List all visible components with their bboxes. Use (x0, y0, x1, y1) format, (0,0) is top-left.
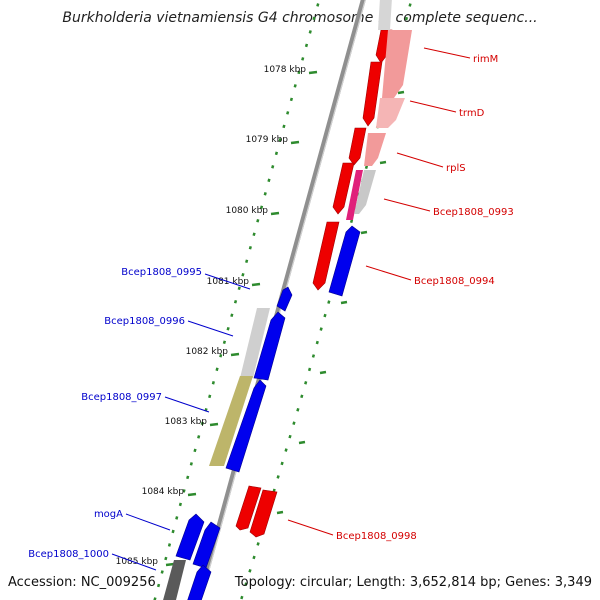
tick-label: 1079 kbp (246, 135, 289, 145)
cds-Bcep1808_0994[interactable] (312, 221, 340, 291)
accession-text: Accession: NC_009256 (8, 575, 156, 590)
gene-label-Bcep1808_0994[interactable]: Bcep1808_0994 (414, 276, 495, 287)
gene-misc-magenta (346, 170, 363, 220)
gene-label-rimM[interactable]: rimM (473, 54, 498, 65)
leader-Bcep1808_0993 (383, 198, 431, 212)
gene-label-Bcep1808_0998[interactable]: Bcep1808_0998 (336, 531, 417, 542)
tick-label: 1078 kbp (264, 65, 307, 75)
gene-Bcep1808_0997[interactable] (209, 376, 253, 466)
gene-label-trmD[interactable]: trmD (459, 108, 485, 119)
gene-label-Bcep1808_0993[interactable]: Bcep1808_0993 (433, 207, 514, 218)
cds-trmD[interactable] (362, 61, 383, 127)
tick-label: 1083 kbp (165, 417, 208, 427)
gene-trmD[interactable] (376, 98, 405, 128)
gene-rplS[interactable] (364, 133, 386, 166)
cds-mogA[interactable] (175, 513, 205, 561)
cds-Bcep1808_1000[interactable] (187, 564, 212, 600)
cds-Bcep1808_0998b[interactable] (249, 489, 278, 538)
forward-cds-track (235, 29, 393, 538)
leader-trmD (409, 100, 457, 113)
leader-rimM (423, 47, 471, 59)
gene-grey-top (378, 0, 392, 30)
leader-Bcep1808_0998 (287, 519, 334, 536)
tick-label: 1085 kbp (116, 557, 159, 567)
inner-guide-track (153, 0, 321, 600)
gene-label-Bcep1808_1000[interactable]: Bcep1808_1000 (28, 549, 109, 560)
leader-Bcep1808_0994 (365, 265, 412, 281)
tick-label: 1080 kbp (226, 206, 269, 216)
leader-Bcep1808_0995 (204, 273, 251, 290)
leader-rplS (396, 152, 444, 168)
map-title: Burkholderia vietnamiensis G4 chromosome… (62, 10, 538, 26)
tick-marks (165, 70, 405, 567)
forward-gene-track (346, 30, 412, 220)
gene-label-rplS[interactable]: rplS (446, 163, 466, 174)
leader-Bcep1808_0997 (164, 396, 210, 413)
gene-label-mogA[interactable]: mogA (94, 509, 123, 520)
cds-Bcep1808_0994-blue[interactable] (328, 225, 361, 297)
tick-label: 1084 kbp (142, 487, 185, 497)
gene-label-Bcep1808_0995[interactable]: Bcep1808_0995 (121, 267, 202, 278)
cds-Bcep1808_0995[interactable] (276, 286, 293, 312)
leader-Bcep1808_0996 (187, 320, 234, 337)
cds-Bcep1808_0996[interactable] (253, 311, 286, 381)
gene-misc-grey (354, 170, 376, 214)
reverse-gene-track (162, 308, 270, 600)
tick-label: 1082 kbp (186, 347, 229, 357)
leader-mogA (125, 513, 171, 531)
gene-label-Bcep1808_0997[interactable]: Bcep1808_0997 (81, 392, 162, 403)
gene-Bcep1808_0996[interactable] (240, 308, 270, 378)
topology-summary: Topology: circular; Length: 3,652,814 bp… (234, 575, 592, 590)
leader-Bcep1808_1000 (111, 553, 157, 571)
gene-Bcep1808_1000[interactable] (162, 560, 186, 600)
cds-rplS[interactable] (348, 127, 367, 166)
cds-Bcep1808_0998[interactable] (235, 485, 262, 531)
cds-Bcep1808_0997[interactable] (225, 379, 267, 473)
gene-label-Bcep1808_0996[interactable]: Bcep1808_0996 (104, 316, 185, 327)
cds-Bcep1808_0993[interactable] (332, 162, 355, 215)
gene-rimM[interactable] (382, 30, 412, 98)
reverse-cds-track (175, 225, 361, 600)
